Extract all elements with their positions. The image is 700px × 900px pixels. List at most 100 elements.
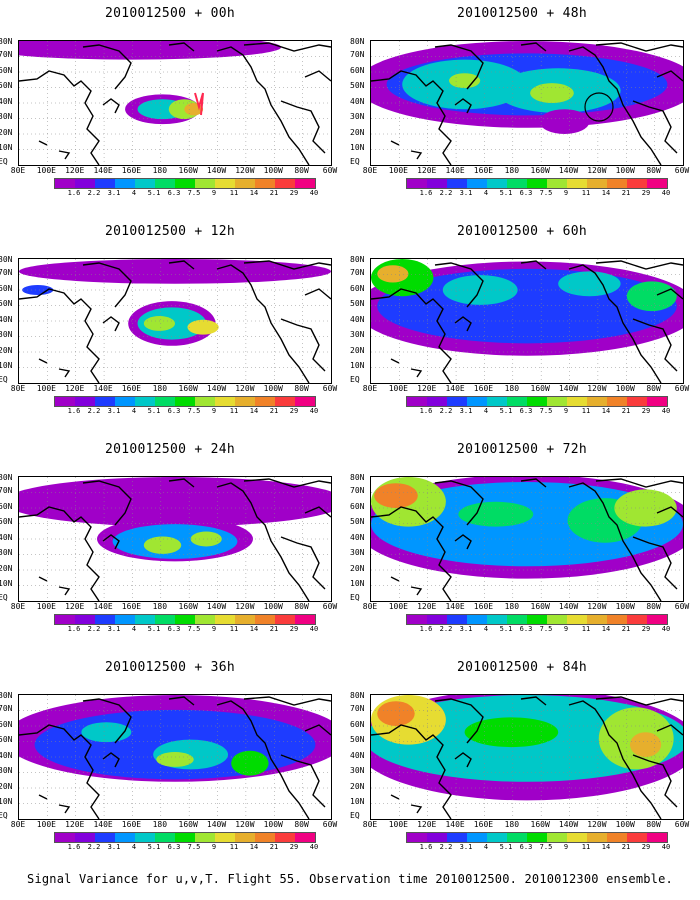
colorbar-value-label: 6.3 bbox=[167, 407, 181, 415]
lat-tick-label: 10N bbox=[350, 578, 365, 588]
lat-tick-label: EQ bbox=[0, 374, 8, 384]
colorbar-swatch bbox=[587, 833, 607, 842]
coastline bbox=[82, 698, 132, 744]
coastline bbox=[304, 70, 331, 82]
coastline bbox=[568, 264, 662, 383]
variance-contour bbox=[464, 717, 559, 748]
colorbar-swatch bbox=[627, 179, 647, 188]
lon-tick-label: 140W bbox=[558, 384, 579, 393]
variance-contour bbox=[626, 281, 677, 312]
colorbar-swatch bbox=[467, 179, 487, 188]
colorbar-value-label: 14 bbox=[601, 625, 611, 633]
variance-contour bbox=[19, 41, 282, 60]
coastline bbox=[656, 288, 683, 300]
lat-tick-label: 50N bbox=[0, 516, 13, 526]
colorbar-value-label: 1.6 bbox=[419, 407, 433, 415]
colorbar-swatch bbox=[467, 397, 487, 406]
lon-tick-label: 160W bbox=[178, 602, 198, 611]
lat-tick-label: 20N bbox=[350, 782, 365, 791]
coastline bbox=[216, 264, 310, 383]
lat-tick-label: 70N bbox=[0, 267, 13, 277]
coastline bbox=[280, 536, 326, 590]
variance-contour bbox=[377, 701, 415, 726]
colorbar-value-label: 6.3 bbox=[519, 407, 533, 415]
lon-tick-label: 100E bbox=[36, 602, 56, 611]
lon-tick-label: 140W bbox=[558, 602, 579, 611]
colorbar-swatch bbox=[295, 833, 315, 842]
coastline bbox=[216, 482, 310, 601]
colorbar-value-label: 7.5 bbox=[539, 189, 553, 197]
colorbar-value-label: 14 bbox=[601, 843, 611, 851]
colorbar-value-label: 21 bbox=[269, 189, 279, 197]
lon-tick-label: 120W bbox=[235, 602, 255, 611]
lat-tick-label: 60N bbox=[350, 66, 365, 75]
lon-tick-label: 160W bbox=[178, 166, 198, 175]
colorbar-value-label: 21 bbox=[269, 625, 279, 633]
colorbar-swatch bbox=[95, 397, 115, 406]
lat-tick-label: 10N bbox=[0, 578, 13, 588]
map-panel: 2010012500 + 24h 80N 70N 60N 50N 40N 30N 20N 10N… bbox=[0, 436, 340, 656]
lon-tick-label: 160E bbox=[473, 602, 494, 611]
coastline bbox=[243, 478, 331, 488]
colorbar bbox=[406, 614, 668, 625]
coastline bbox=[595, 260, 683, 270]
colorbar-swatch bbox=[155, 179, 175, 188]
lon-tick-label: 140E bbox=[445, 820, 465, 829]
colorbar-swatch bbox=[607, 179, 627, 188]
colorbar-value-label: 9 bbox=[563, 625, 569, 633]
colorbar-swatch bbox=[135, 615, 155, 624]
observation-circle bbox=[584, 92, 614, 122]
colorbar-swatch bbox=[427, 615, 447, 624]
colorbar-value-label: 14 bbox=[249, 407, 259, 415]
map-plot bbox=[19, 477, 331, 601]
lat-tick-label: 20N bbox=[0, 564, 13, 573]
colorbar-swatch bbox=[587, 179, 607, 188]
coastline bbox=[434, 262, 484, 308]
lon-tick-label: 60W bbox=[322, 602, 338, 611]
lat-tick-label: 30N bbox=[0, 765, 13, 775]
colorbar-value-label: 4 bbox=[483, 407, 489, 415]
lat-tick-label: 50N bbox=[0, 80, 13, 90]
colorbar-swatch bbox=[647, 615, 667, 624]
coastline bbox=[243, 260, 331, 270]
colorbar-value-label: 29 bbox=[289, 189, 299, 197]
colorbar-value-label: 4 bbox=[131, 189, 137, 197]
coastline bbox=[632, 536, 678, 590]
colorbar-swatch bbox=[295, 615, 315, 624]
colorbar-swatch bbox=[567, 179, 587, 188]
lon-tick-label: 60W bbox=[322, 166, 338, 175]
coastline bbox=[371, 288, 452, 383]
colorbar-swatch bbox=[627, 615, 647, 624]
coastline bbox=[19, 506, 100, 601]
coastline bbox=[632, 754, 678, 808]
panel-title: 2010012500 + 00h bbox=[104, 6, 236, 21]
coastline bbox=[304, 724, 331, 736]
colorbar-value-label: 1.6 bbox=[67, 407, 81, 415]
lon-tick-label: 120W bbox=[587, 820, 607, 829]
colorbar-swatch bbox=[95, 615, 115, 624]
lon-tick-label: 120W bbox=[587, 602, 607, 611]
lat-tick-label: 40N bbox=[0, 751, 13, 760]
colorbar-value-label: 40 bbox=[661, 189, 671, 197]
colorbar-value-label: 3.1 bbox=[107, 843, 121, 851]
variance-map bbox=[18, 40, 332, 166]
variance-map bbox=[18, 694, 332, 820]
colorbar-swatch bbox=[175, 615, 195, 624]
coastline bbox=[102, 534, 120, 550]
lon-tick-label: 120E bbox=[65, 166, 85, 175]
variance-contour bbox=[614, 489, 677, 527]
colorbar-swatch bbox=[487, 397, 507, 406]
colorbar-swatch bbox=[647, 833, 667, 842]
lon-tick-label: 100E bbox=[36, 820, 56, 829]
colorbar bbox=[54, 832, 316, 843]
lat-tick-label: 10N bbox=[350, 360, 365, 370]
colorbar-value-label: 14 bbox=[249, 843, 259, 851]
lat-tick-label: 60N bbox=[0, 502, 13, 511]
lon-tick-label: 120E bbox=[417, 166, 437, 175]
colorbar-swatch bbox=[295, 179, 315, 188]
colorbar-swatch bbox=[175, 833, 195, 842]
colorbar-value-label: 14 bbox=[601, 189, 611, 197]
colorbar-swatch bbox=[507, 615, 527, 624]
panel-title: 2010012500 + 60h bbox=[456, 224, 588, 239]
coastline bbox=[58, 368, 71, 378]
